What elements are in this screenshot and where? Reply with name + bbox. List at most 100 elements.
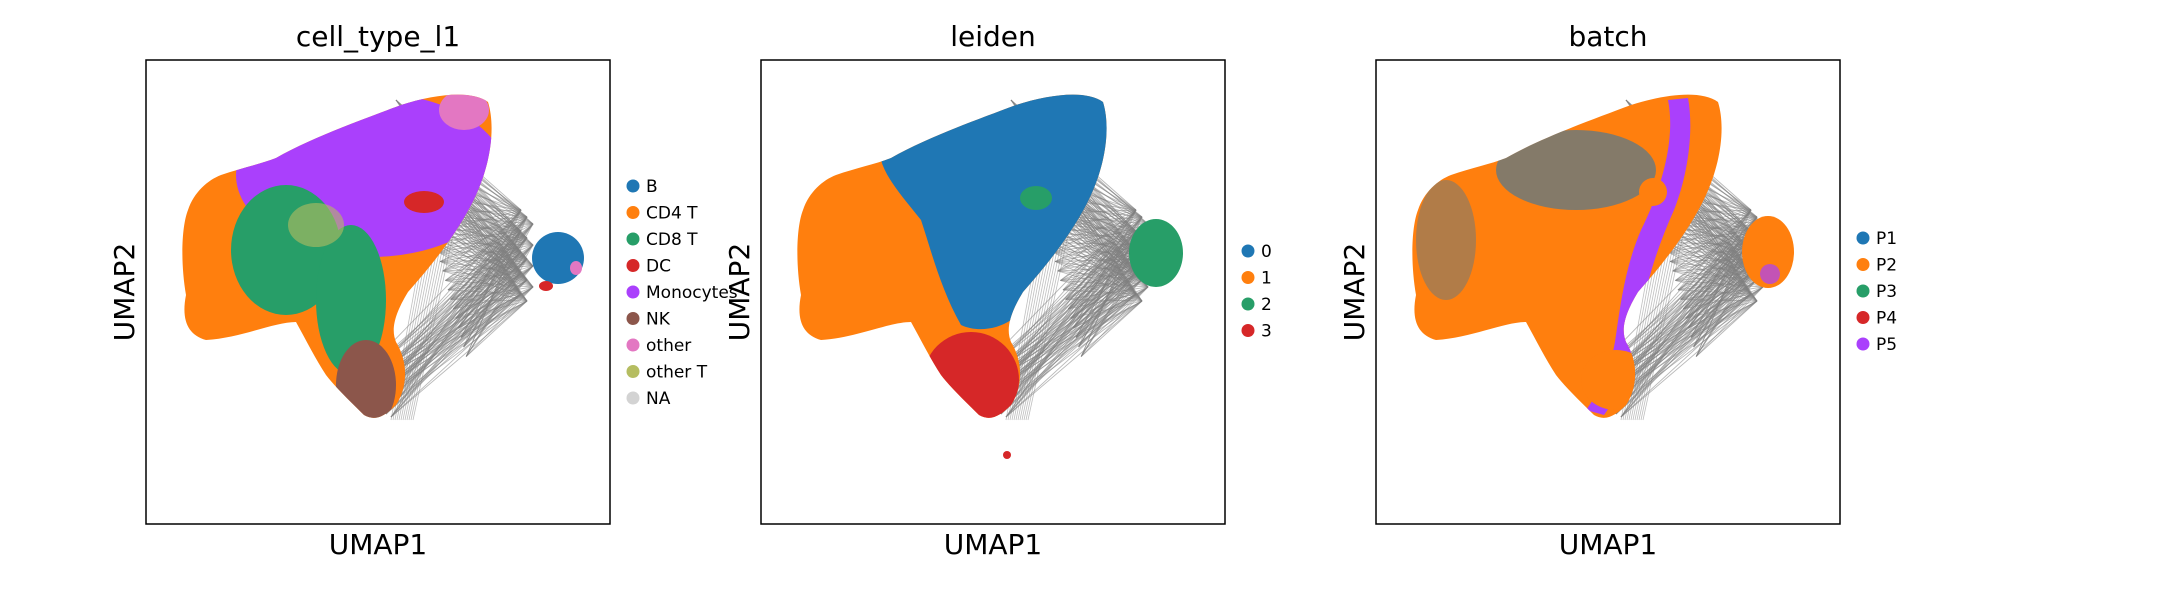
legend-marker xyxy=(1241,324,1255,337)
legend-label: P3 xyxy=(1876,282,1897,302)
legend-label: 1 xyxy=(1261,269,1272,289)
graph-edge xyxy=(1620,286,1764,418)
panel-title: batch xyxy=(1568,20,1647,53)
legend-marker xyxy=(1856,231,1870,245)
graph-edge xyxy=(1610,300,1758,412)
legend-marker xyxy=(1856,284,1870,298)
legend-label: NK xyxy=(646,310,671,330)
graph-edge xyxy=(995,286,1149,412)
legend-marker xyxy=(626,365,640,378)
graph-edge xyxy=(1615,251,1752,415)
graph-edge xyxy=(390,216,528,418)
x-axis-label: UMAP1 xyxy=(1559,528,1658,561)
region-p1-2 xyxy=(1416,180,1476,300)
legend-marker xyxy=(626,312,640,325)
y-axis-label: UMAP2 xyxy=(723,243,756,342)
graph-edge xyxy=(390,286,534,418)
region-nk xyxy=(336,340,396,418)
legend-marker xyxy=(1856,337,1870,351)
legend-marker xyxy=(626,285,640,299)
legend-label: other T xyxy=(646,363,708,383)
cluster-3 xyxy=(923,332,1019,418)
graph-edge xyxy=(1620,258,1758,418)
region-p5-2 xyxy=(1441,368,1501,412)
legend-marker xyxy=(1856,311,1870,324)
legend-label: DC xyxy=(646,257,671,277)
graph-edge xyxy=(385,251,522,415)
graph-edge xyxy=(1610,272,1752,412)
dc-spot xyxy=(539,281,553,291)
graph-edge xyxy=(1057,209,1137,272)
legend-marker xyxy=(1241,271,1255,284)
other-spot xyxy=(570,261,582,275)
graph-edge xyxy=(442,209,522,272)
small-cluster xyxy=(1639,178,1667,206)
graph-edge xyxy=(1052,209,1137,253)
graph-edge xyxy=(1080,300,1143,357)
graph-edge xyxy=(390,230,522,418)
cluster-3-spot xyxy=(1003,451,1011,459)
graph-edge xyxy=(380,272,522,412)
graph-edge xyxy=(1695,300,1758,357)
graph-edge xyxy=(1000,237,1143,415)
graph-edge xyxy=(380,286,534,412)
graph-edge xyxy=(995,300,1143,412)
legend-label: 2 xyxy=(1261,295,1272,315)
graph-edge xyxy=(390,258,528,418)
legend-label: P2 xyxy=(1876,256,1897,276)
y-axis-label: UMAP2 xyxy=(108,243,141,342)
region-p1 xyxy=(1496,130,1656,210)
graph-edge xyxy=(1620,216,1758,418)
graph-edge xyxy=(1615,279,1758,415)
legend: 0 1 2 3 xyxy=(1241,242,1272,342)
legend-label: CD8 T xyxy=(646,230,698,250)
graph-edge xyxy=(1620,230,1752,418)
graph-edge xyxy=(385,237,528,415)
graph-edge xyxy=(1000,279,1143,415)
legend-label: 3 xyxy=(1261,322,1272,342)
graph-edge xyxy=(1005,286,1149,418)
right-cluster xyxy=(1742,216,1794,288)
legend-marker xyxy=(626,338,640,352)
cluster-b xyxy=(532,232,584,284)
legend: B CD4 T CD8 T DC Monocytes NK other other T NA xyxy=(626,177,738,409)
legend-label: P5 xyxy=(1876,335,1897,355)
legend-label: other xyxy=(646,336,691,356)
graph-edge xyxy=(1610,216,1758,412)
cluster-0 xyxy=(881,94,1107,330)
graph-edge xyxy=(1000,251,1137,415)
legend-marker xyxy=(1241,297,1255,311)
region-other-t xyxy=(288,203,344,247)
graph-edge xyxy=(1005,216,1143,418)
region-cd8-t-2 xyxy=(316,225,386,375)
cluster-2 xyxy=(1129,219,1183,287)
legend-marker xyxy=(626,232,640,246)
graph-edge xyxy=(465,300,528,357)
graph-edge xyxy=(1667,209,1752,253)
legend-label: P1 xyxy=(1876,229,1897,249)
legend-marker xyxy=(626,259,640,272)
panel-title: cell_type_l1 xyxy=(296,20,460,53)
panel-title: leiden xyxy=(950,20,1036,53)
graph-edge xyxy=(380,300,528,412)
graph-edge xyxy=(1672,209,1752,272)
legend-marker xyxy=(1241,244,1255,258)
graph-edge xyxy=(1005,258,1143,418)
region-other xyxy=(439,94,489,130)
graph-edge xyxy=(1610,286,1764,412)
x-axis-label: UMAP1 xyxy=(329,528,428,561)
graph-edge xyxy=(995,272,1137,412)
panel-batch: batch UMAP1 UMAP2 P1 P2 P3 P4 P5 xyxy=(1338,20,1897,561)
graph-edge xyxy=(380,216,528,412)
legend-marker xyxy=(626,206,640,219)
legend-label: P4 xyxy=(1876,309,1897,329)
plot-frame xyxy=(1375,59,1841,525)
legend-marker xyxy=(626,179,640,193)
x-axis-label: UMAP1 xyxy=(944,528,1043,561)
graph-edge xyxy=(995,216,1143,412)
graph-edge xyxy=(390,244,534,418)
legend-label: NA xyxy=(646,389,671,409)
cluster-2-small xyxy=(1020,186,1052,210)
graph-edge xyxy=(1615,237,1758,415)
